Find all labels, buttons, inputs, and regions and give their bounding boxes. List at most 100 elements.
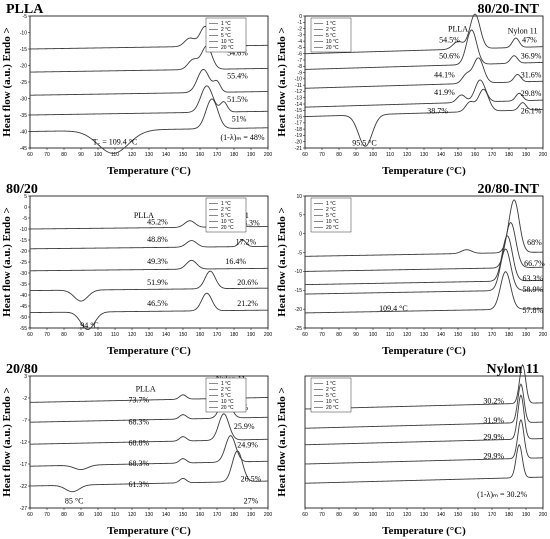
y-tick-label: 5: [24, 194, 27, 200]
x-tick-label: 90: [353, 512, 359, 518]
legend-entry: 5 °C: [221, 213, 231, 219]
annotation-label: 54.5%: [439, 35, 460, 44]
annotation-label: 68.3%: [128, 459, 149, 468]
dsc-curve: [29, 270, 268, 302]
x-tick-label: 120: [403, 332, 412, 338]
dsc-curve: [304, 248, 544, 295]
x-tick-label: 120: [403, 152, 412, 158]
dsc-curve: [304, 57, 544, 89]
dsc-panel-plla: PLLA Heat flow (a.u.) Endo > Temperature (…: [0, 0, 275, 179]
legend-entry: 5 °C: [221, 393, 231, 399]
dsc-curve: [29, 239, 268, 250]
x-tick-label: 80: [61, 332, 67, 338]
x-tick-label: 80: [61, 152, 67, 158]
y-tick-label: -17: [20, 462, 27, 468]
x-tick-label: 70: [319, 512, 325, 518]
annotation-label: 26.1%: [521, 106, 542, 115]
y-tick-label: -5: [23, 216, 28, 222]
x-tick-label: 170: [213, 512, 222, 518]
x-tick-label: 100: [94, 512, 103, 518]
legend-entry: 1 °C: [221, 21, 231, 27]
annotation-label: 45.2%: [147, 218, 168, 227]
dsc-curve: [304, 419, 544, 465]
x-tick-label: 60: [302, 332, 308, 338]
legend-entry: 2 °C: [221, 207, 231, 213]
legend-entry: 1 °C: [221, 201, 231, 207]
annotation-label: 68%: [527, 238, 542, 247]
x-axis-label: Temperature (°C): [107, 345, 191, 357]
legend-entry: 10 °C: [221, 39, 234, 45]
x-tick-label: 110: [111, 512, 119, 518]
y-tick-label: -19: [295, 133, 302, 139]
legend-entry: 2 °C: [326, 387, 336, 393]
y-tick-label: -5: [298, 45, 303, 51]
legend-entry: 2 °C: [326, 27, 336, 33]
dsc-curve: [304, 79, 544, 108]
annotation-label: 29.8%: [521, 89, 542, 98]
y-tick-label: -30: [20, 96, 27, 102]
x-tick-label: 190: [522, 332, 531, 338]
dsc-curve: [304, 394, 544, 446]
annotation-label: 41.9%: [434, 88, 455, 97]
y-tick-label: -10: [20, 30, 27, 36]
x-tick-label: 80: [61, 512, 67, 518]
x-tick-label: 160: [471, 332, 480, 338]
x-tick-label: 130: [145, 512, 154, 518]
dsc-curve: [304, 443, 544, 484]
x-tick-label: 180: [505, 512, 514, 518]
x-tick-label: 60: [27, 332, 33, 338]
x-tick-label: 100: [94, 332, 103, 338]
dsc-chart-plla: PLLA Heat flow (a.u.) Endo > Temperature (…: [1, 2, 272, 177]
x-tick-label: 170: [213, 332, 222, 338]
x-tick-label: 180: [230, 152, 239, 158]
annotation-label: (1-λ)ₘ = 48%: [220, 133, 264, 142]
y-tick-label: -40: [20, 129, 27, 135]
y-tick-label: -1: [298, 20, 303, 26]
dsc-curve: [304, 29, 544, 70]
annotation-label: 51.5%: [227, 95, 248, 104]
x-tick-label: 140: [162, 512, 171, 518]
annotation-label: 51%: [232, 115, 247, 124]
x-tick-label: 130: [145, 332, 154, 338]
x-tick-label: 60: [27, 152, 33, 158]
x-tick-label: 110: [386, 332, 394, 338]
x-tick-label: 110: [386, 512, 394, 518]
y-tick-label: -20: [20, 63, 27, 69]
x-tick-label: 110: [111, 332, 119, 338]
y-tick-label: -10: [295, 77, 302, 83]
y-axis-label: Heat flow (a.u.) Endo >: [276, 27, 288, 137]
legend-entry: 20 °C: [221, 45, 234, 51]
y-axis-label: Heat flow (a.u.) Endo >: [1, 387, 13, 497]
x-tick-label: 70: [319, 332, 325, 338]
y-tick-label: -17: [295, 121, 302, 127]
dsc-curve: [29, 85, 269, 116]
x-tick-label: 160: [196, 152, 205, 158]
y-tick-label: -15: [295, 108, 302, 114]
dsc-curve: [29, 259, 268, 272]
annotation-label: Nylon 11: [508, 27, 538, 36]
x-tick-label: 180: [230, 332, 239, 338]
annotation-label: 73.7%: [128, 395, 149, 404]
legend-entry: 10 °C: [221, 399, 234, 405]
y-tick-label: -14: [295, 102, 302, 108]
x-axis-label: Temperature (°C): [382, 345, 466, 357]
y-tick-label: -40: [20, 293, 27, 299]
x-tick-label: 150: [454, 512, 463, 518]
legend-entry: 10 °C: [326, 399, 339, 405]
dsc-curve: [29, 413, 269, 445]
y-tick-label: -35: [20, 282, 27, 288]
y-tick-label: 3: [24, 374, 27, 380]
annotation-label: 85 °C: [65, 497, 84, 506]
x-tick-label: 150: [179, 152, 188, 158]
y-tick-label: -16: [295, 114, 302, 120]
annotation-label: 26.5%: [241, 475, 262, 484]
annotation-label: 20.6%: [237, 278, 258, 287]
y-tick-label: -20: [20, 249, 27, 255]
x-tick-label: 120: [403, 512, 412, 518]
legend-entry: 5 °C: [326, 213, 336, 219]
x-axis-label: Temperature (°C): [382, 165, 466, 177]
annotation-label: 21.2%: [237, 299, 258, 308]
y-tick-label: -50: [20, 315, 27, 321]
x-tick-label: 150: [179, 332, 188, 338]
y-tick-label: -15: [20, 47, 27, 53]
